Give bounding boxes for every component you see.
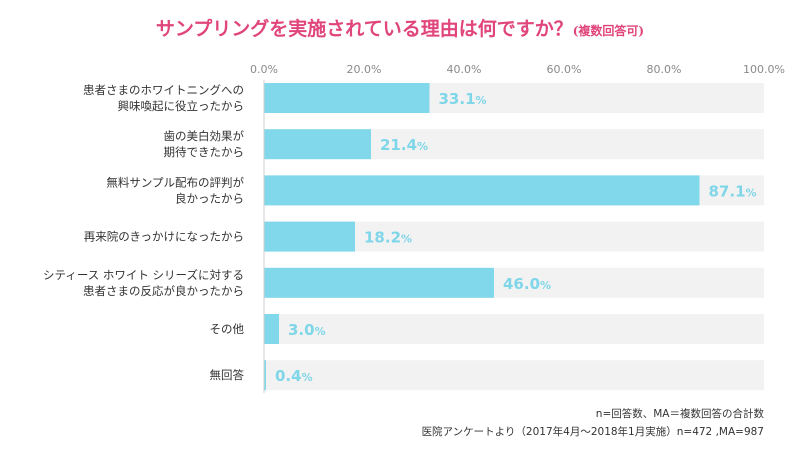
x-tick-label: 80.0% <box>647 63 682 76</box>
x-tick-label: 60.0% <box>547 63 582 76</box>
bar-track <box>264 314 764 344</box>
category-label: その他 <box>210 322 245 336</box>
x-tick-label: 20.0% <box>347 63 382 76</box>
chart-title-sub: (複数回答可) <box>572 24 645 38</box>
category-label: 無回答 <box>210 368 245 382</box>
bar <box>264 175 700 206</box>
footnote-sample-size: n=回答数、MA＝複数回答の合計数 <box>595 408 764 420</box>
data-label: 87.1% <box>709 182 757 200</box>
data-label: 3.0% <box>288 321 326 339</box>
category-label: 患者さまの反応が良かったから <box>83 284 244 298</box>
data-label: 0.4% <box>275 367 313 385</box>
category-label: 歯の美白効果が <box>164 129 245 143</box>
bar <box>264 221 355 252</box>
category-label: 良かったから <box>175 191 244 205</box>
category-label: 再来院のきっかけになったから <box>84 230 244 244</box>
category-label: 無料サンプル配布の評判が <box>106 175 244 189</box>
chart-title: サンプリングを実施されている理由は何ですか？(複数回答可) <box>0 14 800 41</box>
bar-track <box>264 360 764 391</box>
chart-title-main: サンプリングを実施されている理由は何ですか？ <box>155 18 573 40</box>
x-tick-label: 100.0% <box>743 63 785 76</box>
category-label: 期待できたから <box>164 145 245 159</box>
bar <box>264 314 279 344</box>
data-label: 18.2% <box>364 229 412 247</box>
data-label: 33.1% <box>439 90 487 108</box>
category-label: 患者さまのホワイトニングへの <box>83 83 244 97</box>
footnote-source: 医院アンケートより（2017年4月～2018年1月実施）n=472 ,MA=98… <box>421 426 764 438</box>
bar <box>264 360 266 391</box>
bar <box>264 83 430 113</box>
category-label: シティース ホワイト シリーズに対する <box>43 268 244 282</box>
x-tick-label: 40.0% <box>447 63 482 76</box>
category-label: 興味喚起に役立ったから <box>118 99 245 113</box>
data-label: 21.4% <box>380 136 428 154</box>
bar <box>264 267 494 298</box>
x-tick-label: 0.0% <box>250 63 278 76</box>
data-label: 46.0% <box>503 275 551 293</box>
bar <box>264 129 371 160</box>
